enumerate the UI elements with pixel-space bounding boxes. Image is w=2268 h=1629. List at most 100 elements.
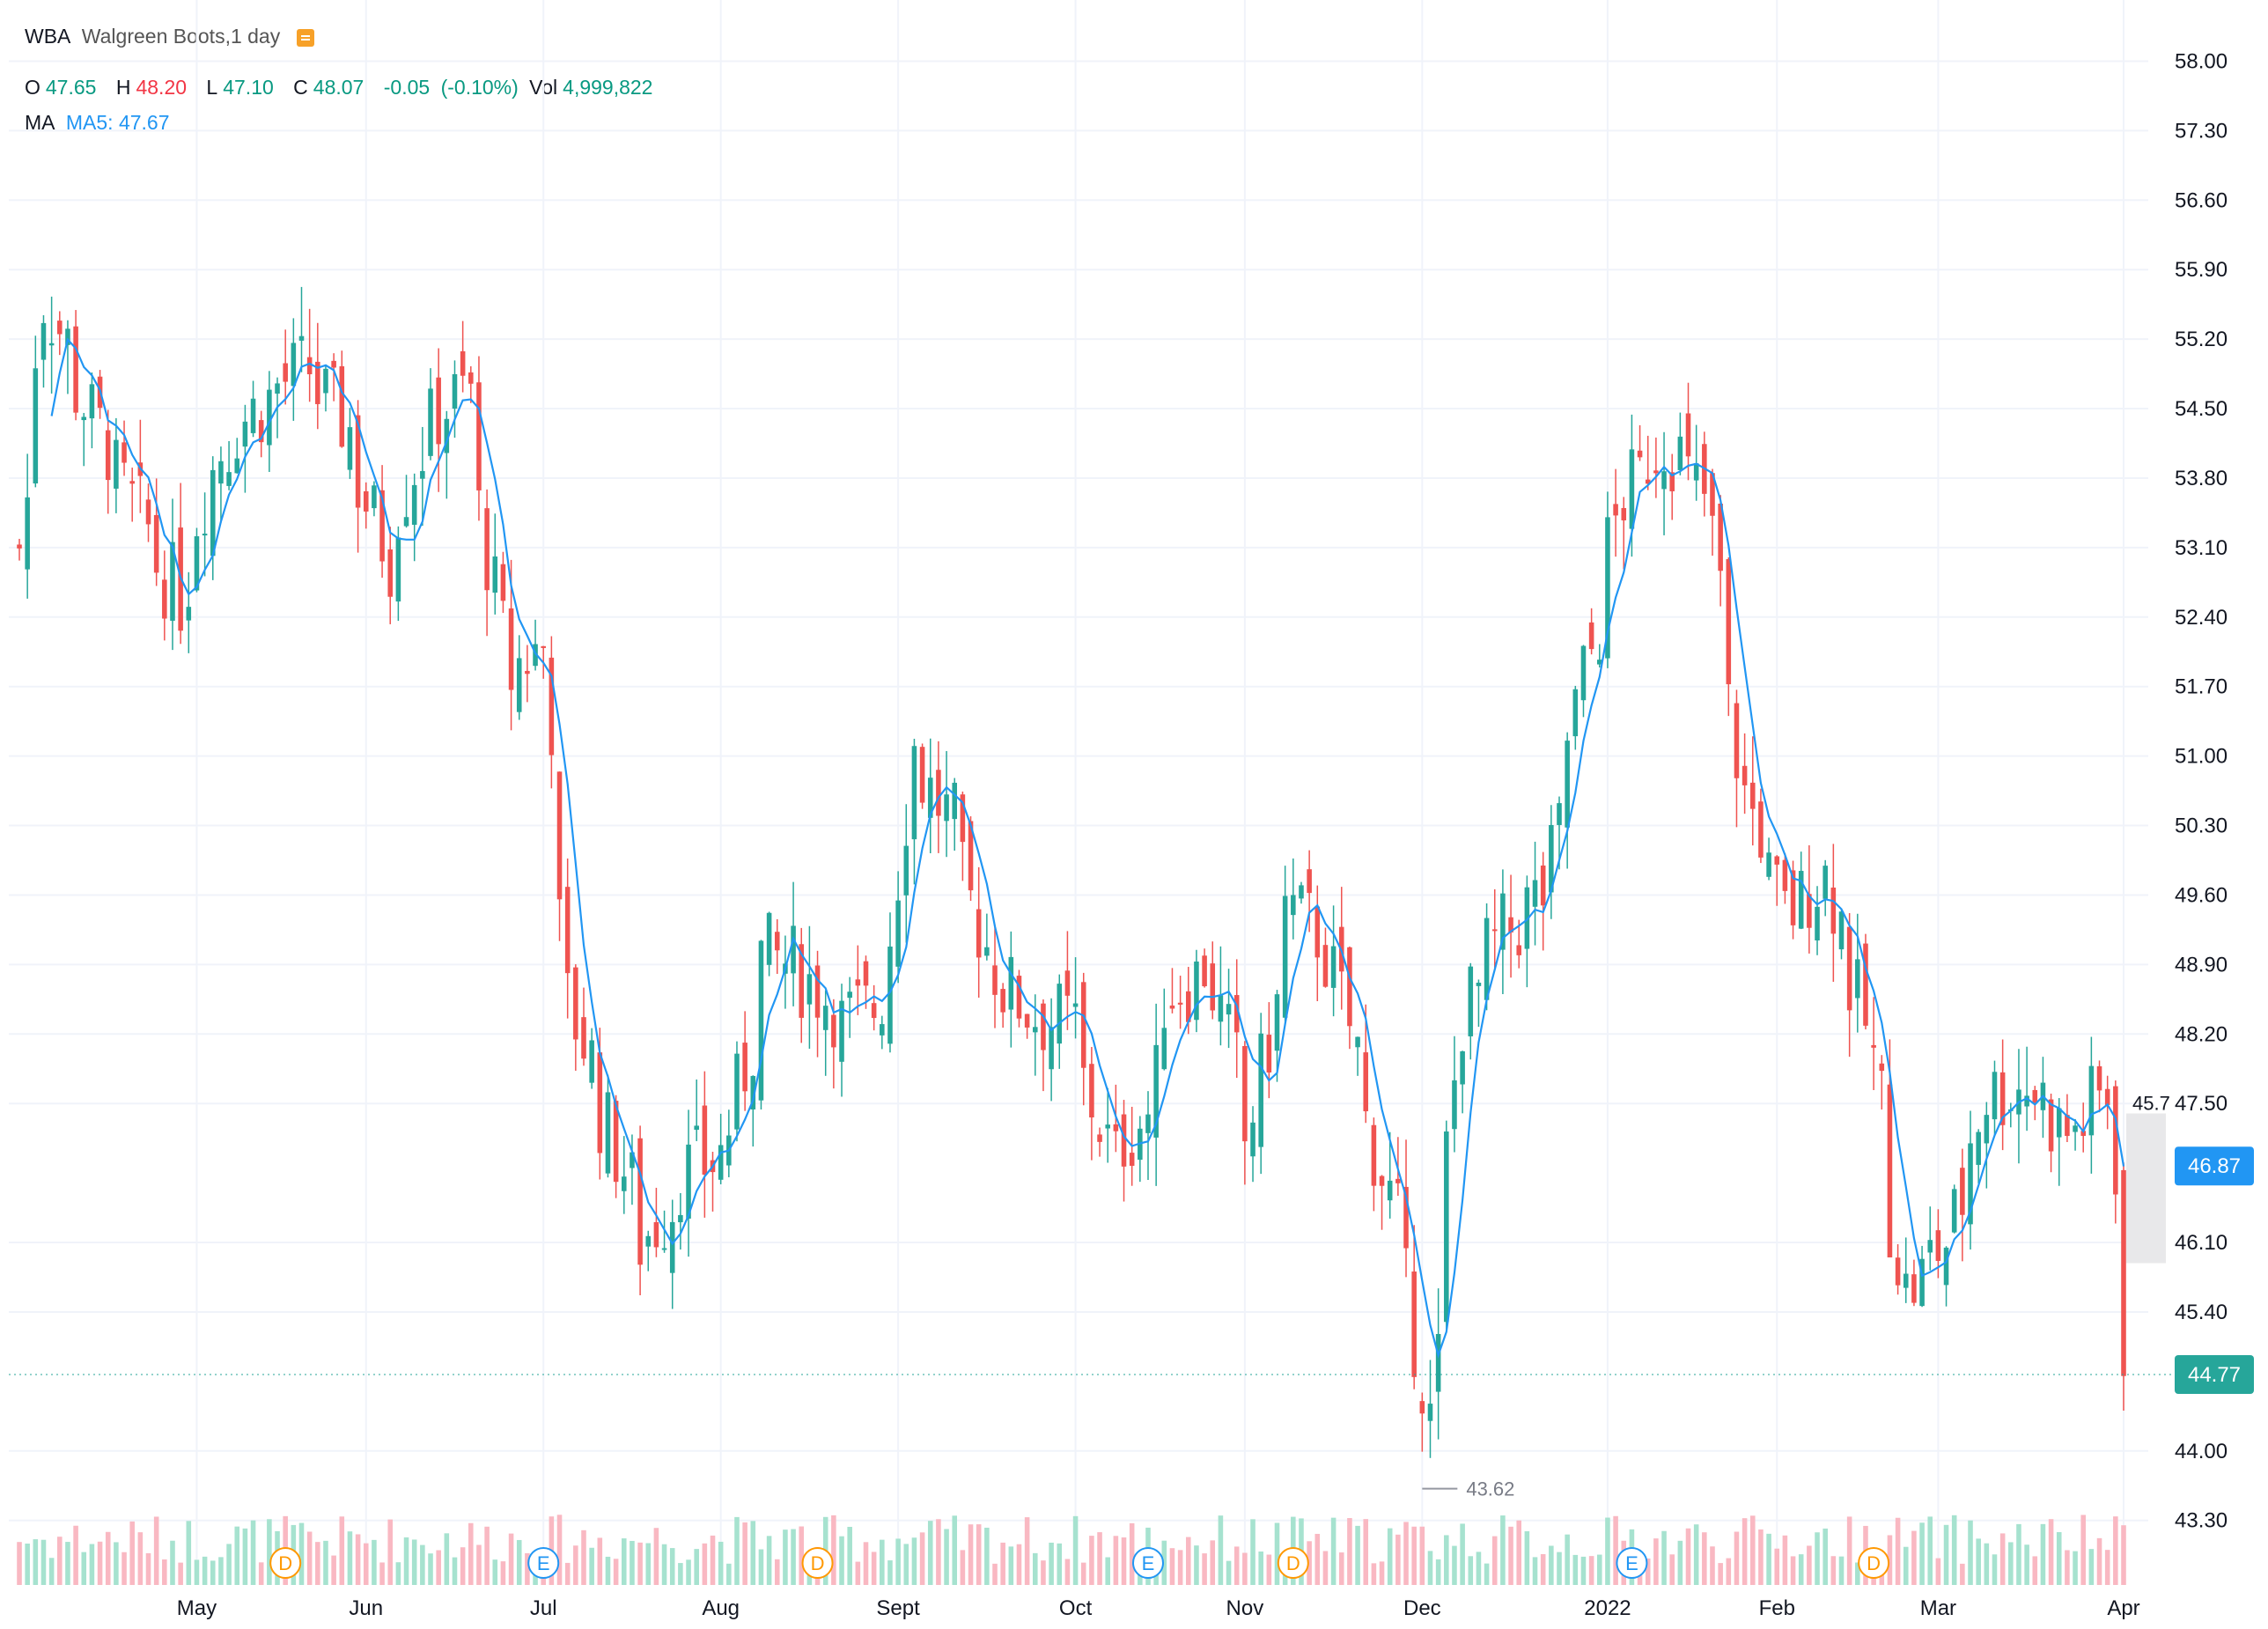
- candle-body: [1484, 918, 1490, 1000]
- candle-body: [637, 1138, 643, 1265]
- candle-body: [1621, 507, 1627, 520]
- candle-body: [831, 1014, 836, 1048]
- candle-body: [226, 472, 232, 486]
- volume-bar: [2073, 1551, 2078, 1585]
- ma-price-badge-bg: [2175, 1146, 2254, 1186]
- volume-bar: [315, 1542, 320, 1585]
- candle-body: [1822, 866, 1828, 899]
- y-tick-label: 46.10: [2175, 1231, 2228, 1255]
- volume-bar: [1960, 1563, 1965, 1585]
- volume-bar: [1524, 1530, 1530, 1585]
- candle-body: [669, 1221, 675, 1273]
- candle-body: [1500, 893, 1506, 950]
- candle-body: [2096, 1065, 2102, 1091]
- volume-bar: [1226, 1560, 1232, 1585]
- candle-body: [1976, 1131, 1981, 1165]
- candle-body: [1653, 470, 1659, 474]
- volume-bar: [1049, 1542, 1054, 1585]
- candle-body: [1016, 976, 1022, 1019]
- candle-body: [363, 490, 369, 512]
- volume-bar: [887, 1560, 893, 1585]
- volume-bar: [1742, 1518, 1748, 1585]
- volume-bar: [1202, 1553, 1207, 1585]
- candle-body: [533, 644, 538, 667]
- candle-body: [1307, 869, 1312, 894]
- volume-bar: [65, 1542, 70, 1585]
- volume-bar: [48, 1558, 55, 1585]
- symbol-label[interactable]: WBA: [25, 25, 71, 48]
- volume-bar: [1484, 1563, 1490, 1585]
- volume-bar: [33, 1539, 39, 1585]
- volume-bar: [903, 1544, 909, 1585]
- candle-body: [484, 508, 490, 591]
- candle-body: [630, 1152, 635, 1168]
- volume-bar: [1258, 1552, 1263, 1585]
- candle-body: [2088, 1065, 2095, 1136]
- volume-bar: [242, 1528, 248, 1585]
- candle-body: [2032, 1089, 2038, 1103]
- candle-body: [1000, 989, 1005, 1013]
- volume-bar: [2008, 1542, 2014, 1585]
- volume-bar: [452, 1557, 458, 1585]
- x-tick-label: Dec: [1403, 1596, 1441, 1620]
- candle-body: [339, 365, 345, 447]
- volume-bar: [218, 1557, 224, 1585]
- volume-bar: [1121, 1537, 1127, 1585]
- low-value: 47.10: [223, 76, 274, 99]
- volume-bar: [1734, 1531, 1740, 1585]
- volume-bar: [2032, 1556, 2038, 1585]
- y-tick-label: 56.60: [2175, 188, 2228, 212]
- candle-body: [1524, 887, 1530, 949]
- menu-icon[interactable]: [296, 28, 314, 47]
- candle-body: [880, 1024, 885, 1036]
- y-tick-label: 57.30: [2175, 119, 2228, 143]
- volume-bar: [170, 1540, 175, 1585]
- y-tick-label: 53.10: [2175, 536, 2228, 560]
- volume-bar: [1250, 1519, 1256, 1585]
- candle-body: [847, 991, 852, 999]
- change-percent: (-0.10%): [440, 76, 519, 99]
- volume-value: 4,999,822: [563, 76, 653, 99]
- volume-bar: [694, 1549, 699, 1585]
- candle-body: [1807, 894, 1812, 928]
- volume-bar: [137, 1532, 144, 1585]
- candle-body: [153, 514, 159, 573]
- volume-bar: [1129, 1522, 1135, 1585]
- volume-bar: [1557, 1552, 1562, 1585]
- candle-body: [267, 389, 272, 446]
- event-marker-earnings: [1616, 1547, 1648, 1579]
- volume-bar: [919, 1532, 925, 1585]
- candle-body: [1790, 870, 1796, 925]
- candle-body: [936, 770, 941, 816]
- volume-bar: [686, 1559, 691, 1585]
- volume-bar: [911, 1537, 917, 1585]
- candle-body: [411, 484, 417, 525]
- candle-body: [525, 670, 530, 674]
- volume-bar: [1169, 1548, 1175, 1585]
- candle-body: [1749, 782, 1756, 809]
- volume-bar: [210, 1560, 216, 1585]
- x-tick-label: Aug: [702, 1596, 740, 1620]
- candle-body: [1153, 1044, 1159, 1138]
- candle-body: [194, 536, 200, 591]
- candle-body: [911, 746, 917, 840]
- volume-bar: [863, 1542, 869, 1585]
- candle-body: [1330, 946, 1336, 988]
- event-marker-label: D: [811, 1552, 825, 1574]
- volume-bar: [1976, 1538, 1981, 1585]
- volume-bar: [1774, 1548, 1780, 1585]
- volume-bar: [81, 1552, 87, 1585]
- candle-body: [2073, 1125, 2078, 1132]
- candle-body: [275, 383, 280, 394]
- event-marker-label: D: [1286, 1552, 1300, 1574]
- volume-bar: [1491, 1536, 1498, 1585]
- candle-body: [1403, 1186, 1409, 1249]
- candle-body: [1758, 801, 1764, 858]
- candle-body: [17, 544, 22, 549]
- volume-bar: [1565, 1534, 1570, 1585]
- volume-bar: [799, 1526, 805, 1585]
- volume-bar: [145, 1552, 151, 1585]
- candle-body: [992, 965, 998, 995]
